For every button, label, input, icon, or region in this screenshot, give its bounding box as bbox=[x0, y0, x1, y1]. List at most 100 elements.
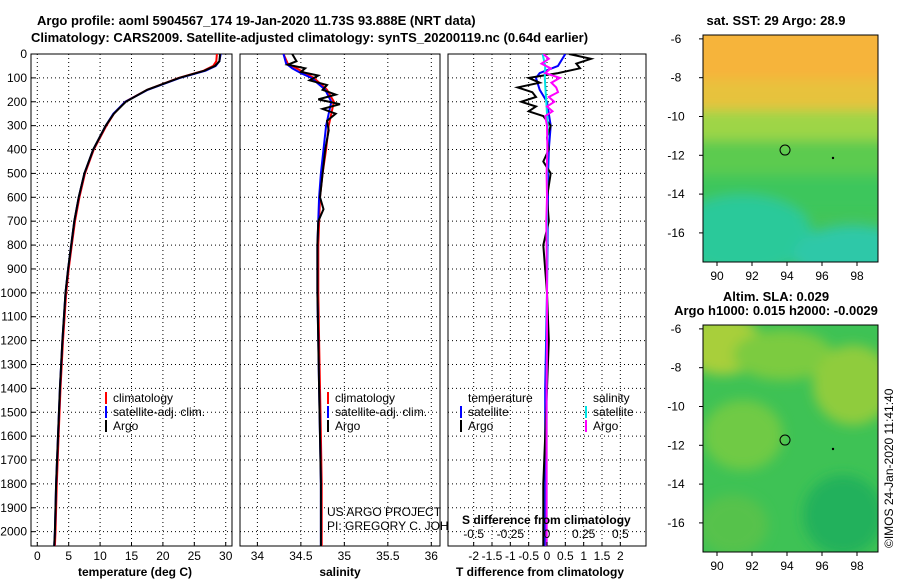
salinity-xtick-label: 34 bbox=[251, 549, 265, 563]
sst-map-ytick-label: -8 bbox=[671, 71, 682, 85]
legend-s-satellite: satellite bbox=[593, 405, 634, 419]
sla-argo-position-marker bbox=[779, 434, 791, 446]
depth-tick-label: 1100 bbox=[1, 310, 27, 324]
depth-tick-label: 200 bbox=[7, 95, 27, 109]
difference-xtick-label: -0.5 bbox=[518, 549, 539, 563]
salinity-xtick-label: 35.5 bbox=[376, 549, 400, 563]
sla-heatmap bbox=[703, 325, 878, 552]
legend-climatology: climatology bbox=[113, 391, 173, 405]
difference-xtick-label: 1.5 bbox=[594, 549, 611, 563]
difference-legend: temperature satellite Argo salinity sate… bbox=[460, 391, 634, 433]
depth-tick-label: 500 bbox=[7, 166, 27, 180]
legend-s-argo: Argo bbox=[593, 419, 619, 433]
sst-map-xtick-label: 96 bbox=[815, 269, 829, 283]
difference-xlabel: T difference from climatology bbox=[456, 565, 624, 579]
sla-map-title: Altim. SLA: 0.029 bbox=[723, 289, 829, 304]
depth-tick-label: 900 bbox=[7, 262, 27, 276]
depth-tick-label: 1000 bbox=[0, 286, 27, 300]
sst-map-ytick-label: -14 bbox=[667, 187, 685, 201]
sla-map-xtick-label: 98 bbox=[850, 559, 864, 573]
figure-title-line2: Climatology: CARS2009. Satellite-adjuste… bbox=[31, 30, 588, 45]
difference-series-t-satellite bbox=[534, 54, 567, 546]
depth-tick-label: 600 bbox=[7, 190, 27, 204]
difference-xtick-label: 1 bbox=[580, 549, 587, 563]
sst-heatmap bbox=[703, 35, 878, 262]
salinity-legend: climatology satellite-adj. clim. Argo bbox=[327, 391, 427, 433]
legend-argo: Argo bbox=[335, 419, 361, 433]
sst-map-title: sat. SST: 29 Argo: 28.9 bbox=[707, 13, 846, 28]
depth-tick-label: 1400 bbox=[0, 381, 27, 395]
difference-panel: -2 -1.5 -1 -0.5 0 0.5 1 1.5 2 -0.5 -0.25 0 0.25 0.5 … bbox=[447, 53, 647, 579]
difference-xlabel2: S difference from climatology bbox=[462, 513, 631, 527]
difference-xtick-label: -1 bbox=[505, 549, 516, 563]
depth-tick-label: 1900 bbox=[0, 501, 27, 515]
depth-tick-label: 1200 bbox=[0, 334, 27, 348]
temperature-xtick-label: 10 bbox=[93, 549, 107, 563]
temperature-panel: 0100200300400500600700800900100011001200… bbox=[0, 47, 232, 579]
sla-map-xtick-label: 96 bbox=[815, 559, 829, 573]
difference-series-s-argo bbox=[539, 54, 563, 546]
legend-t-argo: Argo bbox=[468, 419, 494, 433]
sst-map-xtick-label: 94 bbox=[780, 269, 794, 283]
legend-climatology: climatology bbox=[335, 391, 395, 405]
credit-pi: PI: GREGORY C. JOHNSON bbox=[327, 519, 483, 533]
figure-title-line1: Argo profile: aoml 5904567_174 19-Jan-20… bbox=[37, 13, 476, 28]
temperature-xtick-label: 0 bbox=[34, 549, 41, 563]
salinity-xtick-label: 35 bbox=[338, 549, 352, 563]
temperature-xtick-label: 5 bbox=[65, 549, 72, 563]
depth-tick-label: 2000 bbox=[0, 525, 27, 539]
sst-map: sat. SST: 29 Argo: 28.9 90 92 94 96 98 -6 -8 -1… bbox=[667, 13, 879, 283]
depth-tick-label: 700 bbox=[7, 214, 27, 228]
sla-map-xtick-label: 94 bbox=[780, 559, 794, 573]
difference-x2tick-label: -0.25 bbox=[497, 527, 525, 541]
depth-tick-label: 800 bbox=[7, 238, 27, 252]
sla-map-ytick-label: -12 bbox=[667, 438, 685, 452]
sla-map: Altim. SLA: 0.029 Argo h1000: 0.015 h200… bbox=[667, 289, 879, 573]
salinity-xtick-label: 36 bbox=[425, 549, 439, 563]
difference-xtick-label: 0 bbox=[544, 549, 551, 563]
depth-tick-label: 1600 bbox=[0, 429, 27, 443]
sst-map-xtick-label: 90 bbox=[710, 269, 724, 283]
legend-salinity-title: salinity bbox=[593, 391, 630, 405]
temperature-legend: climatology satellite-adj. clim. Argo bbox=[105, 391, 205, 433]
salinity-xtick-label: 34.5 bbox=[289, 549, 313, 563]
sla-map-ytick-label: -6 bbox=[671, 322, 682, 336]
depth-tick-label: 1700 bbox=[0, 453, 27, 467]
legend-temperature-title: temperature bbox=[468, 391, 533, 405]
sst-map-xtick-label: 92 bbox=[745, 269, 759, 283]
salinity-series-argo bbox=[284, 54, 341, 546]
credit-project: US ARGO PROJECT bbox=[327, 505, 442, 519]
temperature-xtick-label: 15 bbox=[125, 549, 139, 563]
sla-map-ytick-label: -10 bbox=[667, 399, 685, 413]
sla-float-track-dot bbox=[831, 447, 835, 451]
salinity-panel: 34 34.5 35 35.5 36 salinity climatology sate… bbox=[239, 53, 483, 579]
depth-tick-label: 1300 bbox=[0, 357, 27, 371]
sst-map-ytick-label: -12 bbox=[667, 148, 685, 162]
temperature-xtick-label: 30 bbox=[219, 549, 233, 563]
difference-series-t-argo bbox=[513, 54, 595, 546]
depth-tick-label: 400 bbox=[7, 143, 27, 157]
depth-tick-label: 0 bbox=[20, 47, 27, 61]
temperature-xtick-label: 20 bbox=[156, 549, 170, 563]
sla-map-xtick-label: 92 bbox=[745, 559, 759, 573]
legend-argo: Argo bbox=[113, 419, 139, 433]
difference-x2tick-label: 0.5 bbox=[612, 527, 629, 541]
difference-x2tick-label: 0.25 bbox=[572, 527, 596, 541]
depth-tick-label: 300 bbox=[7, 119, 27, 133]
sst-map-ytick-label: -16 bbox=[667, 226, 685, 240]
depth-tick-label: 1500 bbox=[0, 405, 27, 419]
sst-map-ytick-label: -6 bbox=[671, 32, 682, 46]
difference-x2tick-label: 0 bbox=[544, 527, 551, 541]
legend-satellite-adj: satellite-adj. clim. bbox=[335, 405, 427, 419]
depth-tick-label: 1800 bbox=[0, 477, 27, 491]
sla-map-subtitle: Argo h1000: 0.015 h2000: -0.0029 bbox=[674, 303, 878, 318]
temperature-xlabel: temperature (deg C) bbox=[78, 565, 192, 579]
sst-map-ytick-label: -10 bbox=[667, 109, 685, 123]
difference-xtick-label: -2 bbox=[468, 549, 479, 563]
difference-x2tick-label: -0.5 bbox=[463, 527, 484, 541]
legend-satellite-adj: satellite-adj. clim. bbox=[113, 405, 205, 419]
imos-timestamp: ©IMOS 24-Jan-2020 11:41:40 bbox=[882, 388, 896, 548]
sst-float-track-dot bbox=[831, 156, 835, 160]
temperature-series-argo bbox=[53, 54, 222, 546]
